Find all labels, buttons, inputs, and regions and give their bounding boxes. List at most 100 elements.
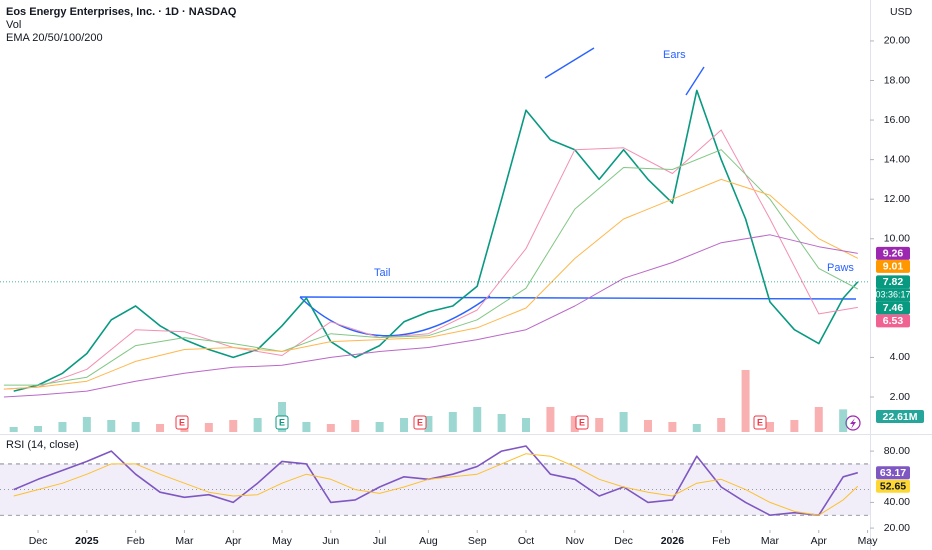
rsi-band xyxy=(0,463,870,516)
volume-bar xyxy=(400,418,409,432)
annotation: Tail xyxy=(374,267,391,279)
earnings-marker xyxy=(575,415,589,430)
x-tick-label: Apr xyxy=(225,535,242,547)
volume-bar xyxy=(204,423,213,432)
y-tick-label: 4.00 xyxy=(890,351,911,363)
rsi-badge-bg xyxy=(876,466,910,480)
price-line xyxy=(3,234,858,398)
price-badge-bg xyxy=(876,301,910,315)
earnings-label: E xyxy=(279,417,285,427)
volume-bar xyxy=(58,422,67,432)
volume-bar xyxy=(34,426,43,432)
rsi-line xyxy=(13,453,859,516)
drawings xyxy=(299,47,857,337)
earnings-label: E xyxy=(757,417,763,427)
volume-bar xyxy=(375,422,384,432)
y-tick-label: 20.00 xyxy=(884,35,910,47)
earnings-label: E xyxy=(417,417,423,427)
x-tick-label: Dec xyxy=(614,535,633,547)
price-badge: 9.01 xyxy=(883,261,904,273)
volume-bar xyxy=(570,416,579,432)
volume-bar xyxy=(326,424,335,432)
x-tick-label: Jun xyxy=(322,535,339,547)
rsi-ma-badge-bg xyxy=(876,479,910,493)
price-badge-bg xyxy=(876,259,910,273)
volume-bar xyxy=(643,420,652,432)
earnings-label: E xyxy=(179,417,185,427)
price-badge: 7.82 xyxy=(883,276,904,288)
volume-bar xyxy=(790,420,799,432)
x-tick-label: 2026 xyxy=(661,535,685,547)
volume-bar xyxy=(424,416,433,432)
x-tick-label: Sep xyxy=(468,535,487,547)
x-tick-label: Jul xyxy=(373,535,386,547)
y-tick-label: 20.00 xyxy=(884,522,910,534)
ear-line xyxy=(685,66,705,96)
currency: USD xyxy=(890,6,913,18)
volume-bar xyxy=(814,407,823,432)
chart-title: Eos Energy Enterprises, Inc. · 1D · NASD… xyxy=(6,6,237,18)
x-tick-label: Feb xyxy=(712,535,730,547)
price-badge: 9.26 xyxy=(883,248,904,260)
y-tick-label: 16.00 xyxy=(884,114,910,126)
earnings-marker xyxy=(275,415,289,430)
y-tick-label: 12.00 xyxy=(884,193,910,205)
y-tick-label: 40.00 xyxy=(884,496,910,508)
volume-bar xyxy=(668,422,677,432)
subtitle: EMA 20/50/100/200 xyxy=(6,32,103,44)
volume-bar xyxy=(717,418,726,432)
x-tick-label: Dec xyxy=(29,535,48,547)
rsi-ma-badge: 52.65 xyxy=(880,480,906,492)
x-tick-label: May xyxy=(858,535,879,547)
y-tick-label: 2.00 xyxy=(890,391,911,403)
x-tick-label: Apr xyxy=(811,535,828,547)
rsi-badge: 63.17 xyxy=(880,467,906,479)
annotation: Ears xyxy=(663,49,686,61)
x-tick-label: Oct xyxy=(518,535,534,547)
rsi-line xyxy=(13,445,859,516)
ear-line xyxy=(544,47,595,79)
neckline xyxy=(299,296,857,300)
volume-bar xyxy=(546,407,555,432)
rsi-title: RSI (14, close) xyxy=(6,439,79,451)
volume-bar xyxy=(351,420,360,432)
price-badge-bg xyxy=(876,314,910,328)
countdown: 03:36:17 xyxy=(875,290,910,300)
x-tick-label: Mar xyxy=(761,535,780,547)
volume-bar xyxy=(595,418,604,432)
x-tick-label: May xyxy=(272,535,293,547)
y-tick-label: 10.00 xyxy=(884,233,910,245)
volume-bar xyxy=(131,422,140,432)
x-tick-label: Feb xyxy=(127,535,145,547)
y-tick-label: 80.00 xyxy=(884,445,910,457)
volume-bar xyxy=(497,414,506,432)
volume-bar xyxy=(692,424,701,432)
countdown-bg xyxy=(876,288,910,302)
volume-bar xyxy=(253,418,262,432)
price-badge: 7.46 xyxy=(883,302,904,314)
lightning-icon[interactable] xyxy=(845,415,861,431)
volume-badge: 22.61M xyxy=(882,411,917,423)
volume-badge-bg xyxy=(876,410,924,423)
tail-curve xyxy=(299,295,491,337)
price-badge: 6.53 xyxy=(883,315,904,327)
x-tick-label: Aug xyxy=(419,535,438,547)
volume-bar xyxy=(302,422,311,432)
price-line xyxy=(3,149,859,386)
volume-bar xyxy=(839,409,848,432)
volume-bar xyxy=(156,424,165,432)
volume-bar xyxy=(82,417,91,432)
volume-bar xyxy=(741,370,750,432)
y-tick-label: 14.00 xyxy=(884,153,910,165)
earnings-marker xyxy=(175,415,189,430)
y-tick-label: 18.00 xyxy=(884,74,910,86)
price-line xyxy=(3,178,859,390)
annotation: Paws xyxy=(827,262,854,274)
price-badge-bg xyxy=(876,275,910,289)
volume-bar xyxy=(9,427,18,432)
x-tick-label: 2025 xyxy=(75,535,99,547)
earnings-label: E xyxy=(579,417,585,427)
subtitle: Vol xyxy=(6,19,21,31)
price-line xyxy=(13,89,859,392)
